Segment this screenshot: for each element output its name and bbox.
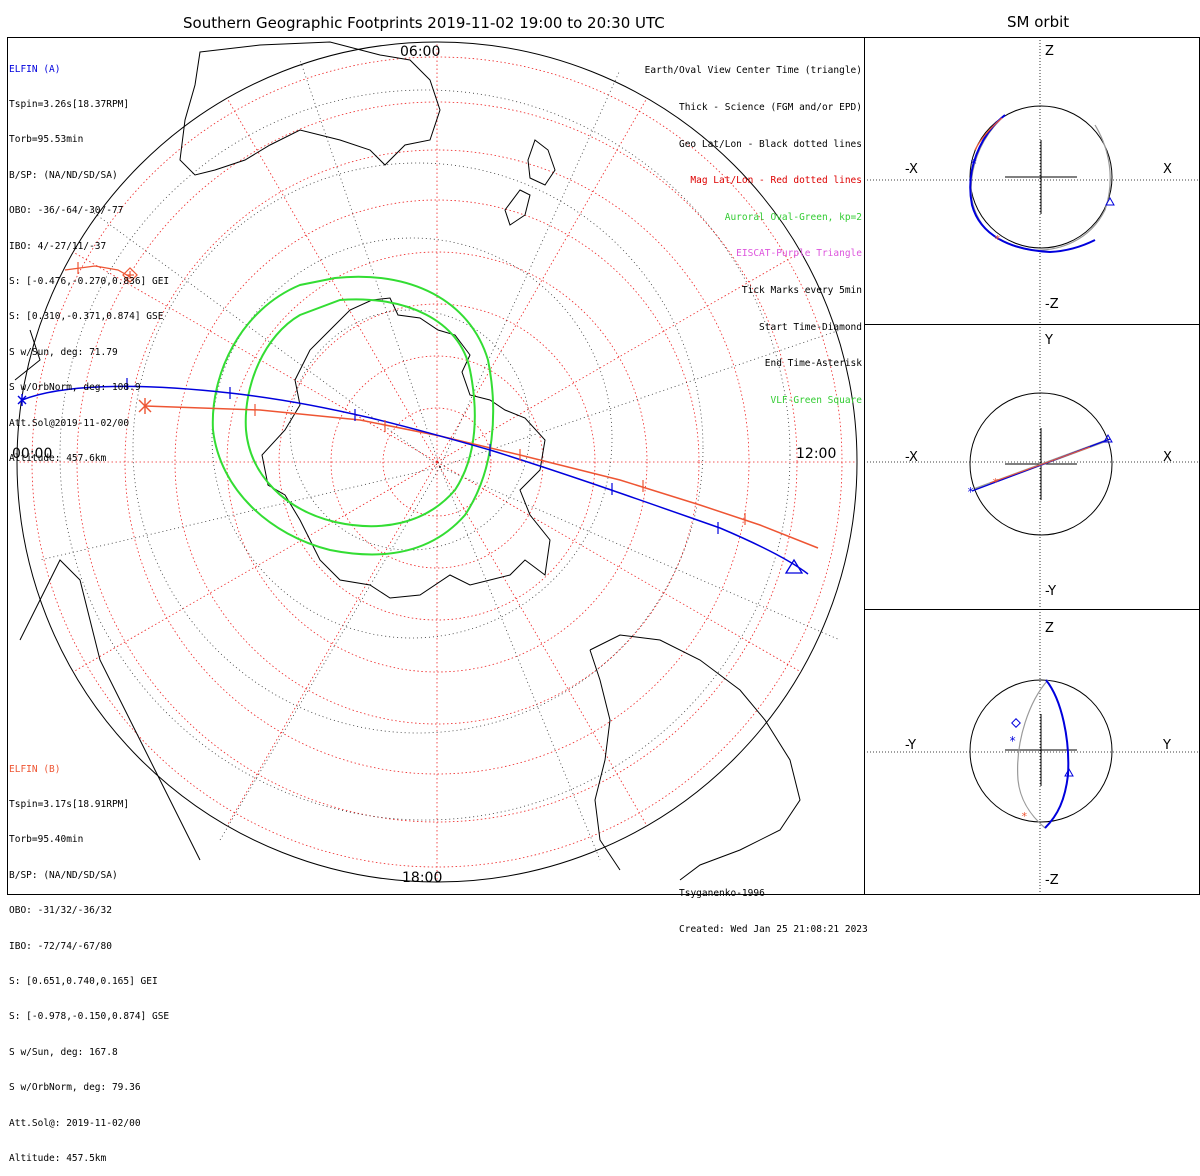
plot-canvas: * * * * * * — [14, 37, 1200, 895]
elfin-a-line: Tspin=3.26s[18.37RPM] — [9, 98, 130, 110]
elfin-a-line: S w/OrbNorm, deg: 108.9 — [9, 382, 141, 394]
svg-text:*: * — [994, 233, 1001, 246]
legend-item: Start Time-Diamond — [759, 321, 862, 333]
elfin-a-info: ELFIN (A) Tspin=3.26s[18.37RPM] Torb=95.… — [9, 40, 169, 476]
elfin-b-line: S: [0.651,0.740,0.165] GEI — [9, 975, 158, 987]
orbit-xy-plot: * * — [864, 324, 1200, 610]
panel2-left-label: -X — [905, 450, 918, 465]
panel2-right-label: X — [1163, 450, 1172, 465]
elfin-a-line: S: [0.310,-0.371,0.874] GSE — [9, 311, 164, 323]
svg-text:*: * — [967, 485, 974, 499]
elfin-a-line: Att.Sol@2019-11-02/00 — [9, 417, 130, 429]
legend-item: Geo Lat/Lon - Black dotted lines — [678, 138, 862, 150]
elfin-b-line: B/SP: (NA/ND/SD/SA) — [9, 869, 118, 881]
legend-item: Thick - Science (FGM and/or EPD) — [678, 102, 862, 114]
elfin-b-track-upper — [64, 265, 133, 279]
legend-item: Auroral Oval-Green, kp=2 — [724, 211, 862, 223]
legend-item: Mag Lat/Lon - Red dotted lines — [690, 175, 862, 187]
legend-item: End Time-Asterisk — [764, 358, 862, 370]
orbit-title: SM orbit — [1007, 13, 1070, 31]
elfin-b-line: S w/OrbNorm, deg: 79.36 — [9, 1082, 141, 1094]
mlt-label-top: 06:00 — [400, 44, 441, 60]
legend: Earth/Oval View Center Time (triangle) T… — [645, 41, 862, 419]
credit: Tsyganenko-1996 Created: Wed Jan 25 21:0… — [679, 864, 868, 948]
elfin-b-line: Att.Sol@: 2019-11-02/00 — [9, 1117, 141, 1129]
elfin-a-line: B/SP: (NA/ND/SD/SA) — [9, 169, 118, 181]
panel3-left-label: -Y — [905, 738, 917, 753]
orbit-xz-plot: * * — [864, 37, 1200, 325]
elfin-a-line: Torb=95.53min — [9, 134, 84, 146]
elfin-b-line: S: [-0.978,-0.150,0.874] GSE — [9, 1011, 170, 1023]
svg-text:*: * — [1021, 810, 1028, 823]
auroral-oval-inner — [244, 298, 476, 528]
credit-created: Created: Wed Jan 25 21:08:21 2023 — [679, 924, 868, 935]
elfin-b-end-asterisk — [138, 398, 152, 414]
elfin-b-name: ELFIN (B) — [9, 763, 61, 775]
legend-item: Tick Marks every 5min — [741, 285, 862, 297]
svg-text:*: * — [992, 476, 999, 489]
elfin-a-line: Altitude: 457.6km — [9, 452, 107, 464]
elfin-a-line: S: [-0.476,-0.270,0.836] GEI — [9, 275, 170, 287]
credit-model: Tsyganenko-1996 — [679, 888, 765, 899]
elfin-b-line: Torb=95.40min — [9, 834, 84, 846]
panel2-bottom-label: -Y — [1045, 584, 1057, 599]
elfin-a-end-asterisk — [17, 394, 27, 406]
orbit-yz-plot: * * — [864, 609, 1200, 895]
elfin-b-start-diamond — [122, 267, 138, 283]
panel3-top-label: Z — [1045, 621, 1054, 636]
legend-item: VLF-Green Square — [770, 394, 862, 406]
auroral-oval-outer — [211, 275, 495, 556]
elfin-b-line: IBO: -72/74/-67/80 — [9, 940, 112, 952]
elfin-a-name: ELFIN (A) — [9, 63, 61, 75]
mlt-label-right: 12:00 — [796, 446, 837, 462]
elfin-a-ticks — [126, 378, 719, 534]
panel1-right-label: X — [1163, 162, 1172, 177]
svg-text:*: * — [1009, 734, 1016, 748]
svg-text:*: * — [970, 157, 977, 171]
panel1-top-label: Z — [1045, 44, 1054, 59]
elfin-a-track — [21, 385, 809, 575]
panel1-left-label: -X — [905, 162, 918, 177]
main-title: Southern Geographic Footprints 2019-11-0… — [183, 14, 665, 32]
elfin-b-line: Tspin=3.17s[18.91RPM] — [9, 798, 130, 810]
elfin-b-line: S w/Sun, deg: 167.8 — [9, 1046, 118, 1058]
elfin-b-line: OBO: -31/32/-36/32 — [9, 905, 112, 917]
elfin-a-line: IBO: 4/-27/11/-37 — [9, 240, 107, 252]
elfin-b-ticks — [77, 262, 746, 525]
elfin-a-line: S w/Sun, deg: 71.79 — [9, 346, 118, 358]
panel1-bottom-label: -Z — [1045, 297, 1059, 312]
elfin-a-line: OBO: -36/-64/-30/-77 — [9, 205, 124, 217]
panel3-right-label: Y — [1163, 738, 1171, 753]
legend-item: Earth/Oval View Center Time (triangle) — [644, 65, 862, 77]
view-center-triangle — [784, 558, 804, 574]
panel2-top-label: Y — [1045, 333, 1053, 348]
elfin-b-info: ELFIN (B) Tspin=3.17s[18.91RPM] Torb=95.… — [9, 740, 169, 1176]
legend-item: EISCAT-Purple Triangle — [736, 248, 862, 260]
mlt-label-bottom: 18:00 — [402, 870, 443, 886]
panel3-bottom-label: -Z — [1045, 873, 1059, 888]
earth-disk — [16, 41, 858, 883]
elfin-b-line: Altitude: 457.5km — [9, 1152, 107, 1164]
mlt-label-left: 00:00 — [12, 446, 53, 462]
